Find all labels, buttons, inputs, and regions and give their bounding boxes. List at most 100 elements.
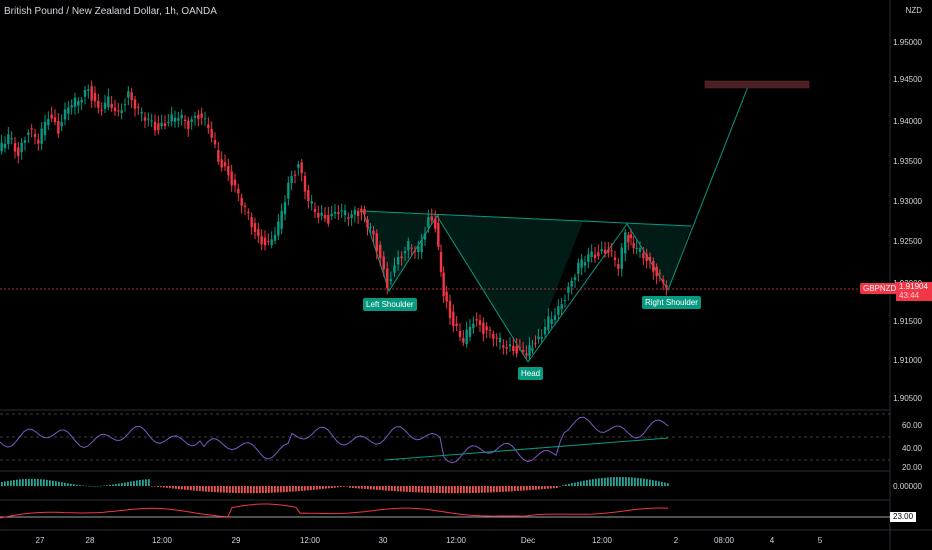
candle-body — [356, 211, 360, 217]
macd-bar — [463, 486, 465, 494]
macd-bar — [322, 486, 324, 489]
macd-bar — [175, 486, 177, 489]
candle-body — [363, 209, 366, 215]
candle-body — [277, 221, 280, 236]
macd-bar — [526, 486, 528, 491]
candle-body — [217, 150, 220, 162]
macd-bar — [586, 480, 588, 486]
macd-bar — [106, 485, 108, 486]
candle-body — [369, 227, 372, 229]
macd-histogram — [1, 477, 669, 494]
price-axis-label: 1.90500 — [893, 394, 922, 403]
macd-bar — [514, 486, 516, 492]
candle-body — [197, 114, 200, 119]
candle-body — [347, 217, 350, 219]
price-axis-label: 1.93500 — [893, 157, 922, 166]
macd-bar — [313, 486, 315, 490]
macd-bar — [649, 479, 651, 486]
candle-body — [515, 346, 518, 354]
right-shoulder-label[interactable]: Right Shoulder — [642, 296, 701, 309]
macd-bar — [538, 486, 540, 490]
rsi-panel — [0, 413, 890, 464]
macd-bar — [316, 486, 318, 490]
candle-body — [0, 142, 3, 152]
macd-bar — [448, 486, 450, 494]
macd-bar — [61, 482, 63, 486]
candle-body — [665, 285, 668, 288]
candle-body — [103, 102, 107, 109]
macd-bar — [361, 486, 363, 489]
candle-body — [290, 176, 293, 183]
macd-bar — [340, 486, 342, 488]
macd-bar — [490, 486, 492, 493]
candle-body — [485, 326, 488, 331]
macd-bar — [79, 485, 81, 486]
macd-bar — [289, 486, 291, 492]
macd-bar — [301, 486, 303, 491]
candle-body — [320, 212, 323, 216]
candle-body — [597, 252, 600, 257]
macd-bar — [127, 481, 129, 486]
candle-body — [492, 333, 495, 339]
candle-body — [360, 208, 363, 213]
candle-body — [445, 291, 448, 302]
macd-bar — [661, 481, 663, 486]
macd-bar — [376, 486, 378, 490]
macd-bar — [70, 483, 72, 486]
candle-body — [455, 323, 458, 327]
price-axis-label: 1.91500 — [893, 317, 922, 326]
macd-bar — [133, 480, 135, 486]
candle-body — [167, 121, 170, 123]
candle-body — [458, 331, 462, 337]
candle-body — [658, 272, 662, 274]
macd-bar — [268, 486, 270, 493]
candle-body — [498, 337, 502, 343]
macd-bar — [352, 486, 354, 489]
candle-body — [273, 234, 277, 241]
macd-bar — [28, 478, 30, 486]
macd-bar — [247, 486, 249, 494]
target-zone[interactable] — [704, 80, 810, 89]
macd-bar — [298, 486, 300, 492]
candle-body — [190, 119, 193, 122]
macd-bar — [37, 478, 39, 486]
candle-body — [330, 213, 333, 217]
macd-bar — [451, 486, 453, 494]
candle-body — [488, 329, 492, 331]
candle-body — [307, 190, 310, 202]
price-axis-label: 1.94000 — [893, 117, 922, 126]
macd-bar — [286, 486, 288, 493]
macd-bar — [475, 486, 477, 493]
candle-body — [540, 336, 543, 339]
head-label[interactable]: Head — [518, 367, 544, 380]
macd-bar — [73, 484, 75, 486]
candle-body — [468, 326, 472, 337]
macd-bar — [91, 485, 93, 487]
candle-body — [577, 262, 580, 274]
candle-body — [90, 86, 93, 101]
macd-bar — [19, 479, 21, 486]
candle-body — [617, 263, 620, 269]
left-shoulder-label[interactable]: Left Shoulder — [363, 298, 417, 311]
macd-bar — [379, 486, 381, 491]
macd-bar — [238, 486, 240, 494]
macd-bar — [199, 486, 201, 492]
macd-bar — [658, 481, 660, 486]
candle-body — [343, 210, 347, 215]
candle-body — [635, 247, 638, 249]
candle-body — [553, 315, 557, 321]
current-price-value: 1.91904 — [899, 282, 928, 291]
macd-bar — [400, 486, 402, 492]
candle-body — [430, 216, 433, 221]
macd-bar — [331, 486, 333, 489]
candle-body — [375, 233, 378, 252]
macd-bar — [109, 484, 111, 486]
macd-bar — [160, 486, 162, 488]
candle-body — [60, 121, 63, 127]
candle-body — [7, 134, 10, 144]
macd-bar — [43, 479, 45, 486]
head-and-shoulders-pattern[interactable] — [362, 83, 750, 363]
candle-body — [613, 257, 617, 261]
price-box: 1.91904 43:44 — [896, 282, 932, 301]
